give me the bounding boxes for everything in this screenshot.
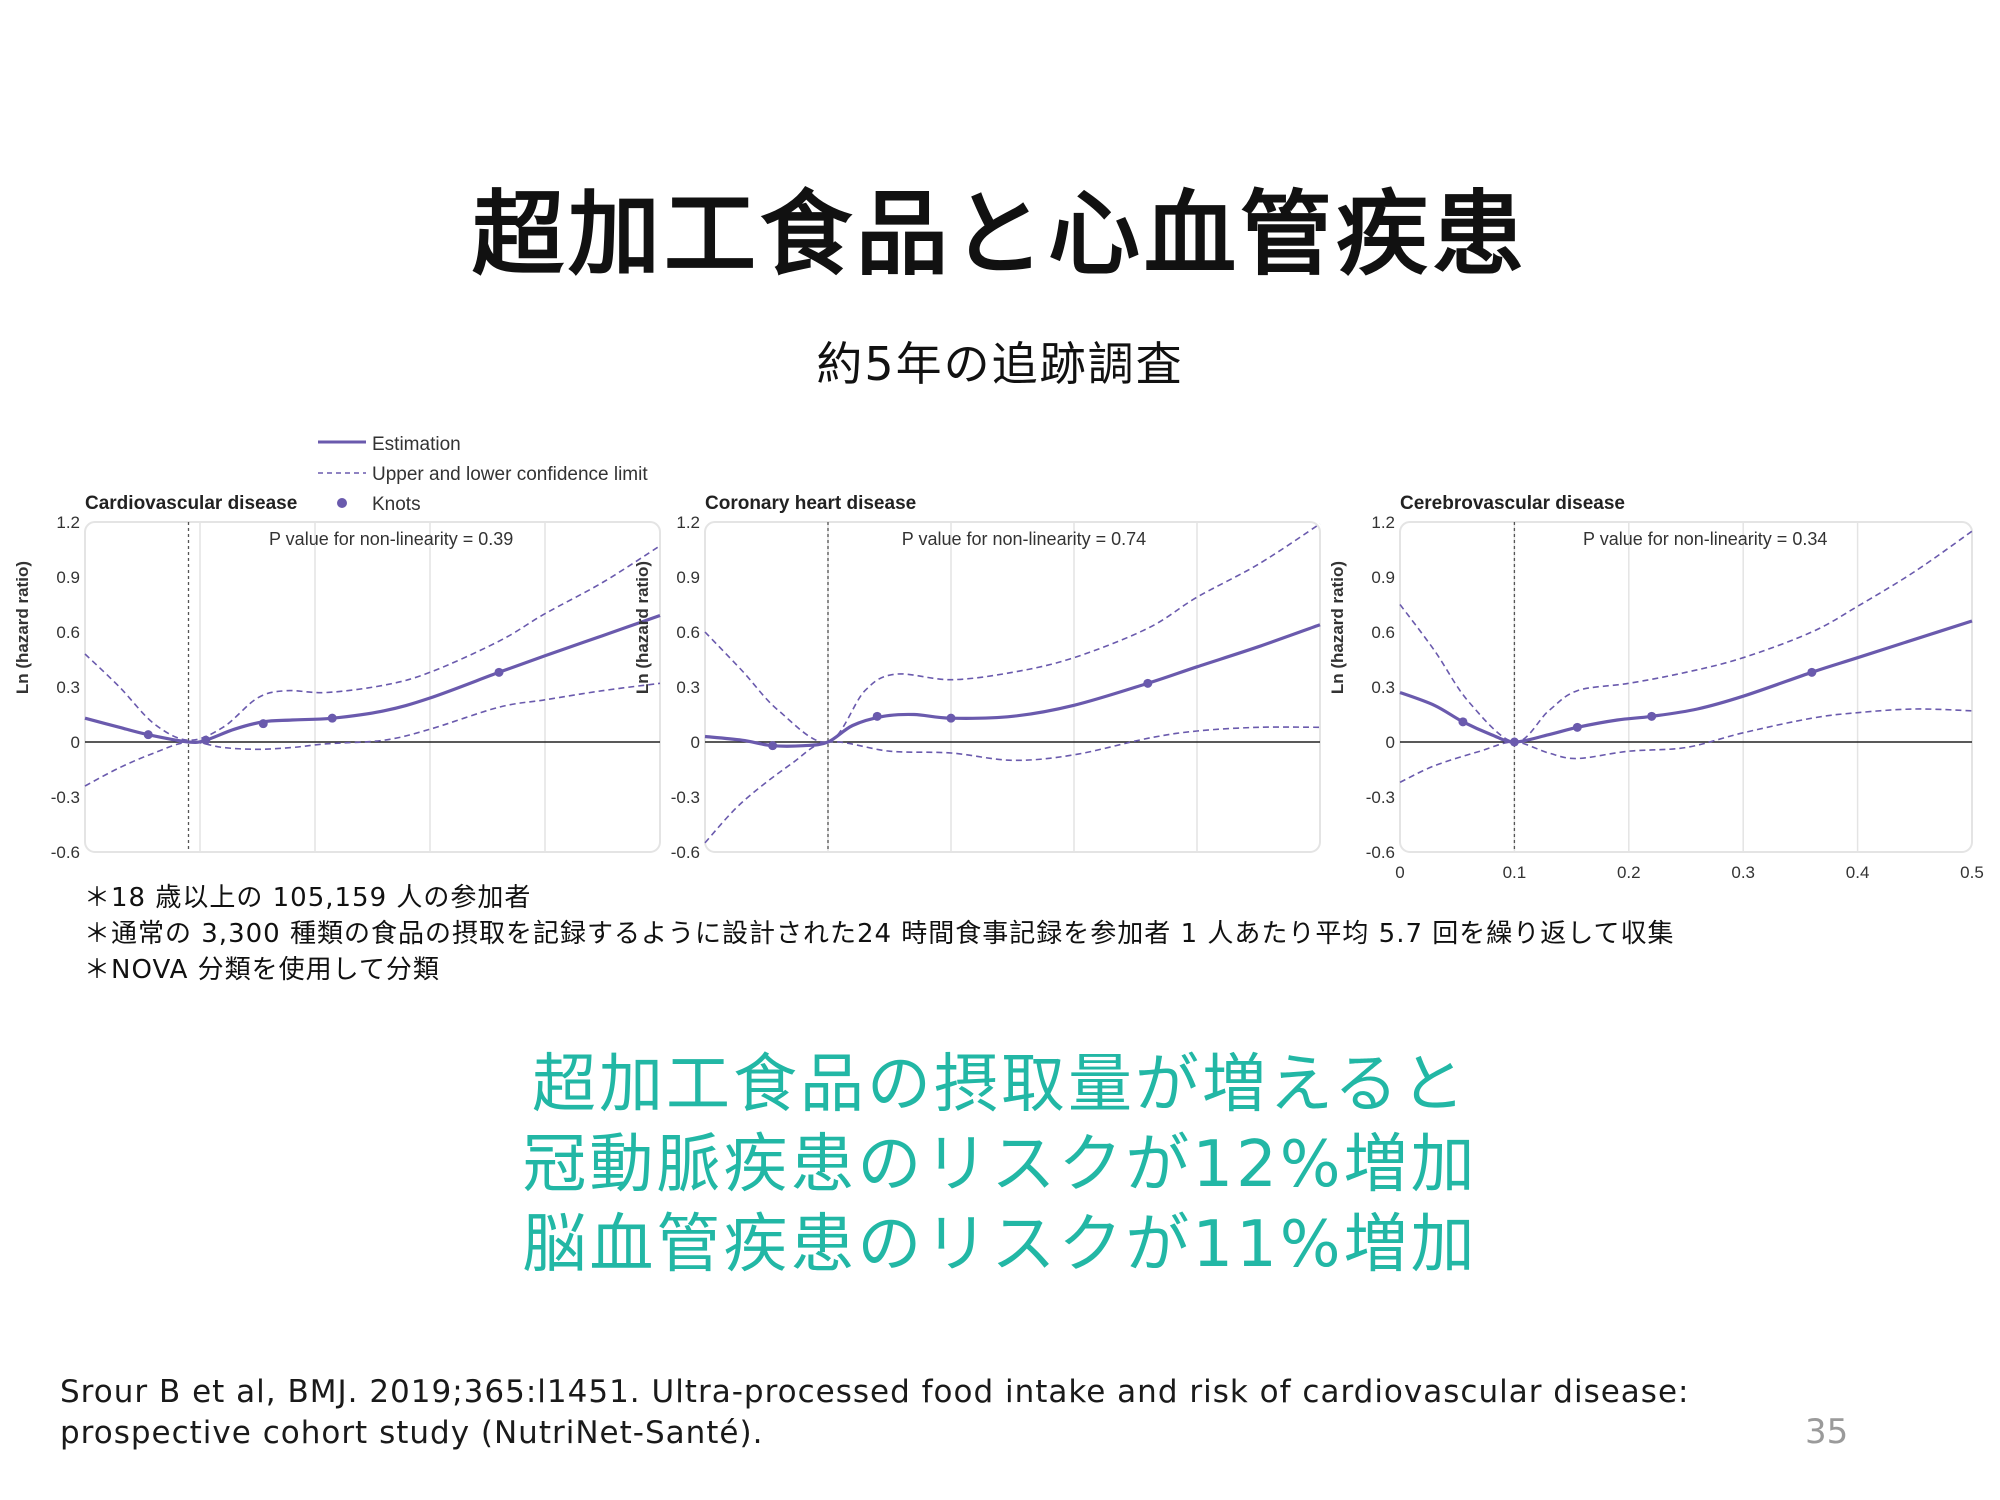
x-tick-label: 0.5: [1960, 863, 1984, 882]
lower-confidence-line: [84, 682, 661, 787]
knot-point: [258, 719, 268, 729]
y-tick-label: 0: [691, 733, 700, 752]
knot-point: [872, 711, 882, 721]
chart-title: Cardiovascular disease: [85, 493, 297, 514]
chart-panel: Cerebrovascular disease P value for non-l…: [1328, 493, 1984, 882]
y-tick-label: 0.3: [676, 678, 700, 697]
charts-area: Estimation Upper and lower confidence li…: [13, 434, 1984, 882]
y-axis-label: Ln (hazard ratio): [13, 561, 32, 694]
p-value-annotation: P value for non-linearity = 0.74: [902, 529, 1146, 549]
y-tick-label: 0: [1386, 733, 1395, 752]
legend-knots-swatch: [337, 498, 347, 508]
upper-confidence-line: [84, 545, 661, 742]
legend-estimation-label: Estimation: [372, 434, 461, 455]
plot-frame: [704, 521, 1321, 853]
knot-point: [327, 713, 337, 723]
y-tick-label: -0.6: [1366, 843, 1395, 862]
y-tick-label: 0: [71, 733, 80, 752]
chart-title: Coronary heart disease: [705, 493, 916, 514]
y-tick-label: 0.3: [56, 678, 80, 697]
chart-title: Cerebrovascular disease: [1400, 493, 1625, 514]
y-tick-label: -0.3: [1366, 788, 1395, 807]
y-tick-label: 0.9: [56, 568, 80, 587]
y-tick-label: -0.3: [51, 788, 80, 807]
y-tick-label: -0.6: [671, 843, 700, 862]
knot-point: [1143, 678, 1153, 688]
citation: Srour B et al, BMJ. 2019;365:l1451. Ultr…: [60, 1372, 1760, 1454]
upper-confidence-line: [1399, 530, 1973, 743]
notes: ＊18 歳以上の 105,159 人の参加者 ＊通常の 3,300 種類の食品の…: [84, 880, 1964, 988]
knot-point: [1807, 667, 1817, 677]
highlight-line: 超加工食品の摂取量が増えると: [531, 1048, 1469, 1122]
y-tick-label: -0.6: [51, 843, 80, 862]
knot-point: [1458, 717, 1468, 727]
y-tick-label: 0.6: [676, 623, 700, 642]
estimation-line: [704, 623, 1321, 748]
y-axis-label: Ln (hazard ratio): [1328, 561, 1347, 694]
chart-legend: Estimation Upper and lower confidence li…: [318, 434, 648, 515]
knot-point: [1509, 737, 1519, 747]
y-tick-label: 1.2: [1371, 513, 1395, 532]
highlight-line: 脳血管疾患のリスクが11%増加: [522, 1208, 1478, 1282]
y-axis-label: Ln (hazard ratio): [633, 561, 652, 694]
lower-confidence-line: [704, 726, 1321, 844]
legend-ci-label: Upper and lower confidence limit: [372, 464, 648, 485]
knot-point: [1647, 711, 1657, 721]
y-tick-label: 1.2: [676, 513, 700, 532]
highlight-line: 冠動脈疾患のリスクが12%増加: [522, 1128, 1478, 1202]
x-tick-label: 0.4: [1846, 863, 1870, 882]
x-tick-label: 0: [1395, 863, 1404, 882]
estimation-line: [84, 613, 661, 744]
y-tick-label: 0.9: [676, 568, 700, 587]
upper-confidence-line: [704, 523, 1321, 743]
x-tick-label: 0.2: [1617, 863, 1641, 882]
knot-point: [143, 730, 153, 740]
y-tick-label: 0.3: [1371, 678, 1395, 697]
estimation-line: [1399, 619, 1973, 744]
note-line: ＊通常の 3,300 種類の食品の摂取を記録するように設計された24 時間食事記…: [84, 919, 1675, 949]
chart-panel: Cardiovascular disease P value for non-li…: [13, 493, 661, 862]
y-tick-label: 0.6: [56, 623, 80, 642]
knot-point: [768, 741, 778, 751]
citation-line: Srour B et al, BMJ. 2019;365:l1451. Ultr…: [60, 1374, 1690, 1410]
knot-point: [946, 713, 956, 723]
y-tick-label: 0.9: [1371, 568, 1395, 587]
y-tick-label: 0.6: [1371, 623, 1395, 642]
note-line: ＊NOVA 分類を使用して分類: [84, 955, 440, 985]
slide-title: 超加工食品と心血管疾患: [471, 181, 1528, 288]
p-value-annotation: P value for non-linearity = 0.34: [1583, 529, 1827, 549]
highlight-message: 超加工食品の摂取量が増えると 冠動脈疾患のリスクが12%増加 脳血管疾患のリスク…: [0, 1045, 2000, 1285]
legend-knots-label: Knots: [372, 494, 421, 515]
chart-panel: Coronary heart disease P value for non-li…: [633, 493, 1321, 862]
knot-point: [494, 667, 504, 677]
p-value-annotation: P value for non-linearity = 0.39: [269, 529, 513, 549]
lower-confidence-line: [1399, 708, 1973, 784]
x-tick-label: 0.3: [1731, 863, 1755, 882]
knot-point: [201, 735, 211, 745]
citation-line: prospective cohort study (NutriNet-Santé…: [60, 1415, 764, 1451]
slide-subtitle: 約5年の追跡調査: [816, 337, 1184, 391]
y-tick-label: 1.2: [56, 513, 80, 532]
page-number: 35: [1805, 1412, 1849, 1452]
x-tick-label: 0.1: [1503, 863, 1527, 882]
y-tick-label: -0.3: [671, 788, 700, 807]
plot-frame: [84, 521, 661, 853]
plot-frame: [1399, 521, 1973, 853]
note-line: ＊18 歳以上の 105,159 人の参加者: [84, 883, 532, 913]
knot-point: [1572, 722, 1582, 732]
